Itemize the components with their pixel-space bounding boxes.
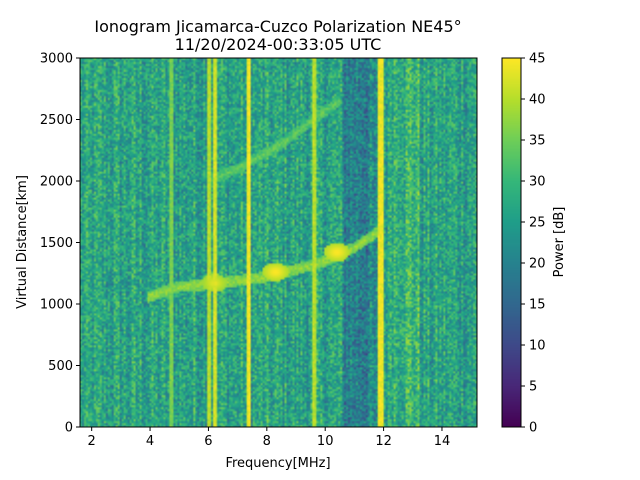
ionogram-heatmap [80,58,477,427]
colorbar-tick-label: 20 [529,257,546,272]
colorbar-tick-label: 35 [529,134,546,149]
chart-title-line2: 11/20/2024-00:33:05 UTC [175,35,382,54]
y-axis: 0 500 1000 1500 2000 2500 3000 [40,52,80,436]
colorbar-gradient [502,58,521,427]
colorbar-tick-label: 5 [529,380,537,395]
colorbar-tick-label: 15 [529,298,546,313]
x-tick-label: 6 [204,434,212,449]
x-tick-label: 14 [434,434,451,449]
y-tick-label: 500 [48,359,73,374]
x-tick-label: 2 [88,434,96,449]
x-axis: 2 4 6 8 10 12 14 [88,427,451,449]
y-tick-label: 3000 [40,52,73,67]
colorbar-tick-label: 40 [529,93,546,108]
colorbar-ticks: 0 5 10 15 20 25 30 35 40 45 [521,52,546,436]
colorbar-tick-label: 30 [529,175,546,190]
colorbar-tick-label: 45 [529,52,546,67]
plot-area [79,57,478,428]
y-tick-label: 1000 [40,298,73,313]
x-tick-label: 8 [263,434,271,449]
x-tick-label: 10 [317,434,334,449]
x-tick-label: 4 [146,434,154,449]
colorbar-tick-label: 0 [529,421,537,436]
y-tick-label: 2500 [40,113,73,128]
colorbar-label: Power [dB] [552,207,567,278]
x-axis-label: Frequency[MHz] [225,456,330,471]
colorbar-tick-label: 25 [529,216,546,231]
y-tick-label: 0 [65,421,73,436]
colorbar-tick-label: 10 [529,339,546,354]
x-tick-label: 12 [375,434,392,449]
colorbar-frame [501,57,522,428]
y-tick-label: 1500 [40,236,73,251]
colorbar: 0 5 10 15 20 25 30 35 40 45 [501,52,546,436]
y-tick-label: 2000 [40,175,73,190]
chart-title-line1: Ionogram Jicamarca-Cuzco Polarization NE… [94,17,461,36]
y-axis-label: Virtual Distance[km] [15,175,30,309]
